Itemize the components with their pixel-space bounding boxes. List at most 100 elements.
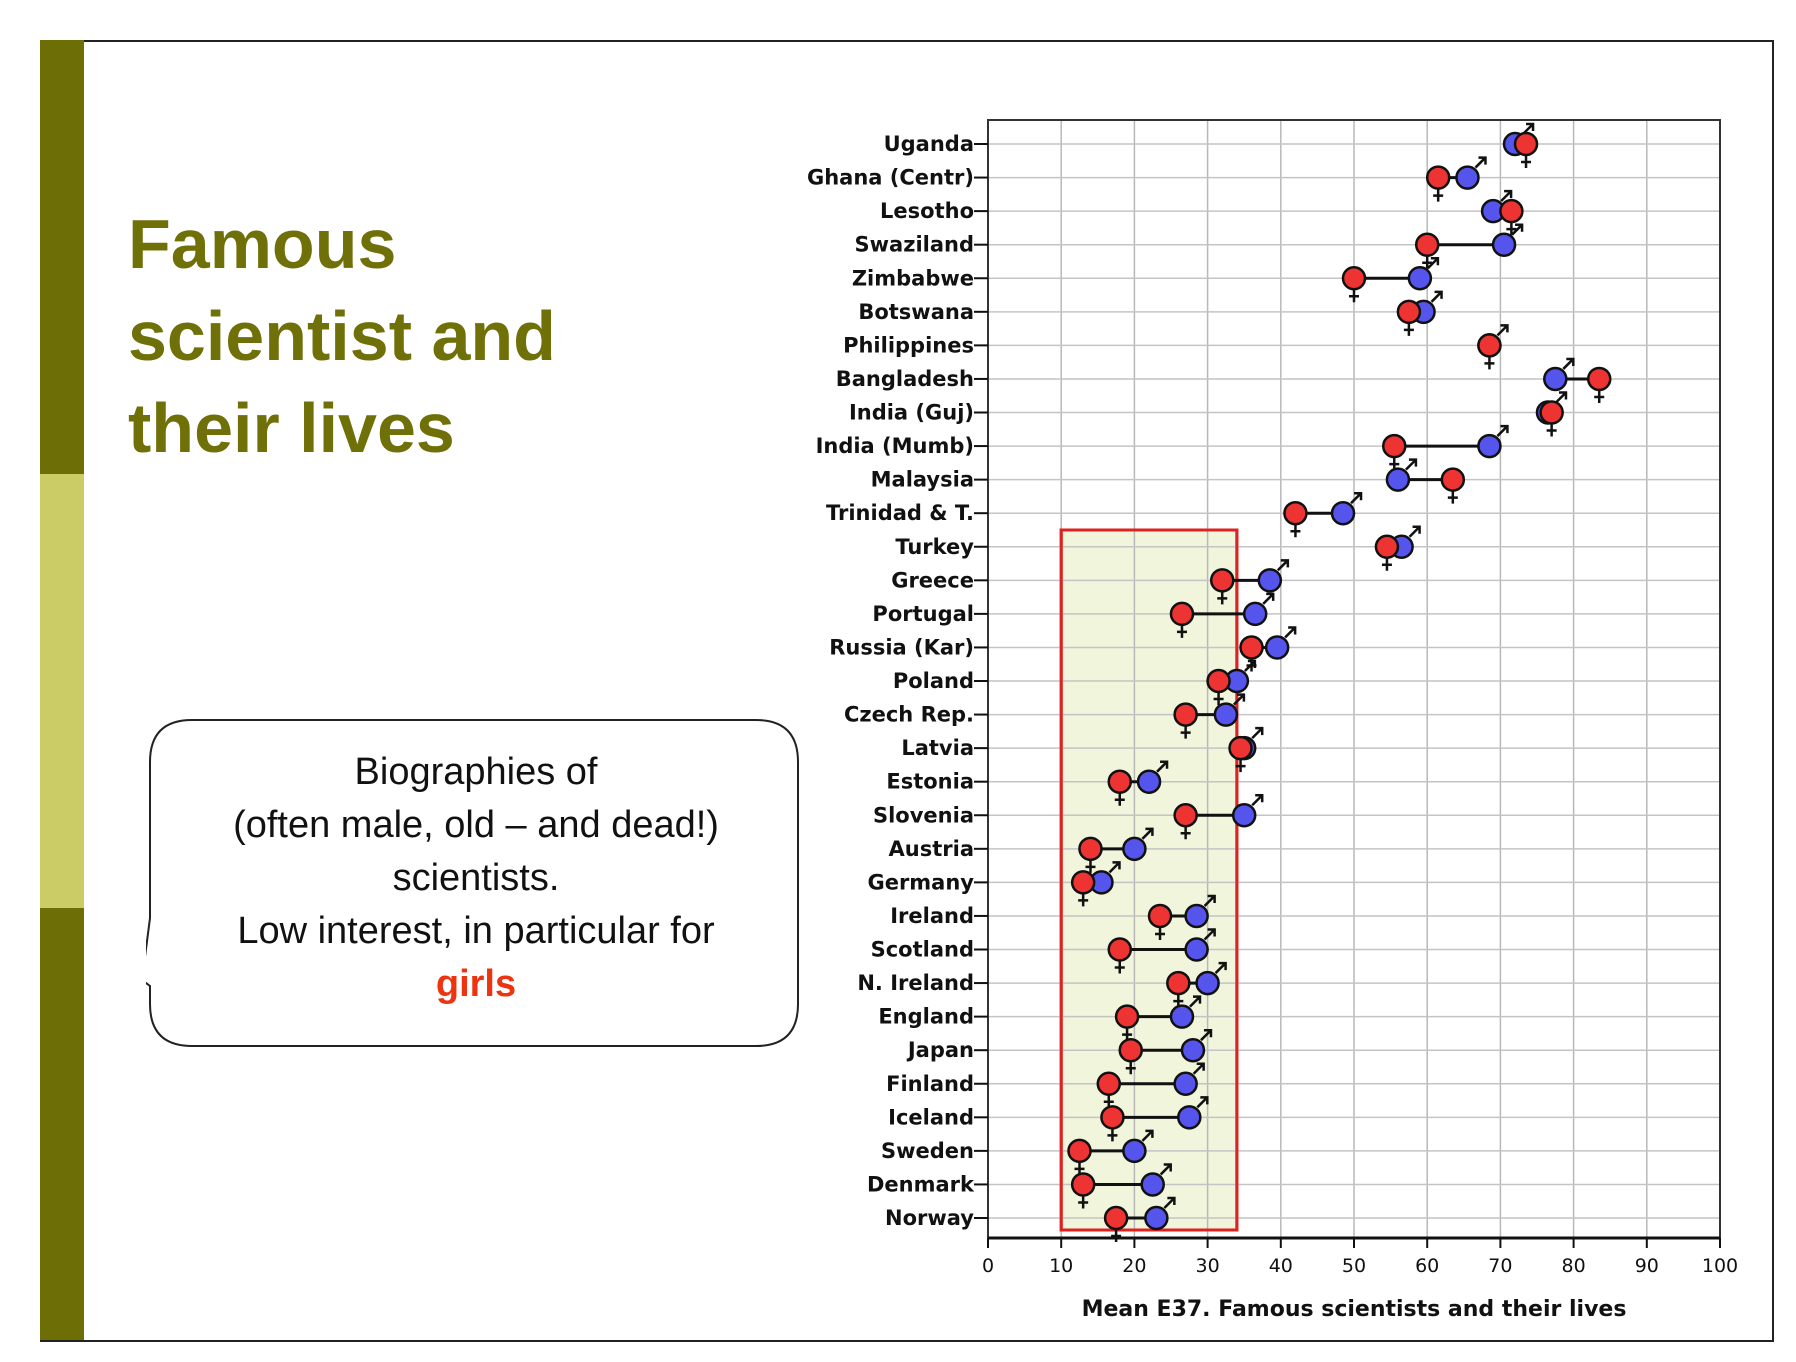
male-symbol	[1408, 525, 1421, 538]
male-symbol	[1500, 189, 1513, 203]
female-symbol	[1180, 826, 1191, 840]
category-label: N. Ireland	[857, 971, 974, 995]
category-label: India (Guj)	[849, 401, 974, 425]
category-label: Botswana	[858, 300, 974, 324]
male-point	[1242, 601, 1268, 627]
highlight-box-border	[1059, 528, 1239, 1232]
accent-bar-top	[40, 40, 84, 474]
female-point	[1067, 1138, 1092, 1164]
male-symbol	[1163, 1196, 1176, 1209]
x-tick-label: 90	[1635, 1255, 1659, 1277]
male-symbol	[1496, 324, 1509, 337]
male-point	[1144, 1205, 1169, 1231]
female-symbol	[1389, 457, 1400, 471]
female-symbol	[1546, 423, 1557, 437]
female-point	[1382, 433, 1407, 459]
category-label: Denmark	[867, 1172, 975, 1196]
accent-bar-middle	[40, 474, 84, 908]
category-label: Philippines	[843, 333, 974, 357]
male-point	[1140, 1172, 1165, 1197]
male-point	[1195, 970, 1220, 996]
category-label: Russia (Kar)	[829, 635, 974, 659]
male-symbol	[1196, 1096, 1209, 1109]
category-label: India (Mumb)	[816, 434, 974, 458]
country-row	[1209, 559, 1290, 605]
female-point	[1118, 1037, 1143, 1063]
female-point	[1096, 1071, 1122, 1096]
male-point	[1455, 165, 1480, 190]
female-symbol	[1125, 1061, 1136, 1075]
male-point	[1543, 366, 1568, 392]
female-symbol	[1114, 792, 1125, 806]
country-row	[1374, 525, 1421, 571]
female-symbol	[1594, 389, 1605, 403]
country-row	[1169, 592, 1275, 638]
female-symbol	[1447, 490, 1458, 504]
female-point	[1147, 903, 1173, 929]
male-symbol	[1284, 626, 1297, 639]
female-symbol	[1433, 188, 1444, 202]
category-label: Malaysia	[871, 468, 974, 492]
country-row	[1535, 391, 1568, 437]
male-symbol	[1426, 257, 1440, 270]
male-point	[1477, 433, 1502, 459]
female-point	[1586, 366, 1612, 392]
male-symbol	[1496, 424, 1509, 437]
category-label: Austria	[889, 837, 974, 861]
country-row	[1070, 1163, 1172, 1209]
female-symbol	[1114, 960, 1125, 974]
female-symbol	[1111, 1229, 1122, 1242]
female-symbol	[1217, 591, 1228, 605]
speech-bubble	[146, 719, 799, 1047]
male-symbol	[1251, 726, 1264, 740]
female-symbol	[1290, 524, 1301, 538]
female-point	[1440, 467, 1466, 492]
female-point	[1206, 668, 1231, 694]
female-symbol	[1521, 155, 1532, 168]
female-point	[1539, 400, 1564, 425]
female-point	[1173, 702, 1198, 727]
category-label: Zimbabwe	[852, 266, 974, 290]
category-label: Scotland	[871, 938, 974, 962]
female-symbol	[1235, 759, 1246, 773]
category-label: Latvia	[901, 736, 974, 760]
category-label: Swaziland	[855, 233, 974, 257]
category-label: Trinidad & T.	[826, 501, 974, 525]
female-symbol	[1103, 1094, 1114, 1108]
male-point	[1330, 500, 1356, 526]
female-symbol	[1381, 557, 1392, 571]
male-symbol	[1141, 827, 1154, 840]
category-label: Germany	[867, 870, 974, 894]
male-point	[1122, 836, 1147, 862]
category-label: Japan	[906, 1038, 974, 1062]
female-symbol	[1107, 1128, 1118, 1142]
country-row	[1425, 156, 1487, 202]
female-point	[1414, 232, 1440, 257]
male-point	[1180, 1037, 1206, 1063]
accent-bar-bottom	[40, 908, 84, 1340]
male-point	[1136, 769, 1162, 794]
female-point	[1513, 131, 1539, 157]
x-tick-label: 60	[1415, 1255, 1439, 1277]
category-label: Slovenia	[873, 803, 974, 827]
bubble-line: Biographies of	[354, 751, 598, 793]
category-label: Poland	[893, 669, 974, 693]
female-point	[1166, 970, 1191, 996]
female-point	[1209, 568, 1235, 593]
male-point	[1407, 266, 1433, 291]
female-symbol	[1085, 859, 1096, 873]
female-symbol	[1506, 222, 1517, 236]
female-symbol	[1176, 624, 1187, 638]
female-point	[1107, 769, 1133, 794]
female-symbol	[1155, 926, 1166, 940]
male-symbol	[1276, 559, 1290, 572]
female-symbol	[1484, 356, 1495, 370]
country-row	[1396, 290, 1443, 336]
x-tick-label: 100	[1702, 1255, 1738, 1277]
male-symbol	[1555, 391, 1568, 404]
category-label: Bangladesh	[836, 367, 974, 391]
male-point	[1231, 803, 1257, 828]
male-point	[1122, 1138, 1147, 1164]
country-row	[1173, 693, 1246, 739]
male-symbol	[1192, 1062, 1205, 1075]
